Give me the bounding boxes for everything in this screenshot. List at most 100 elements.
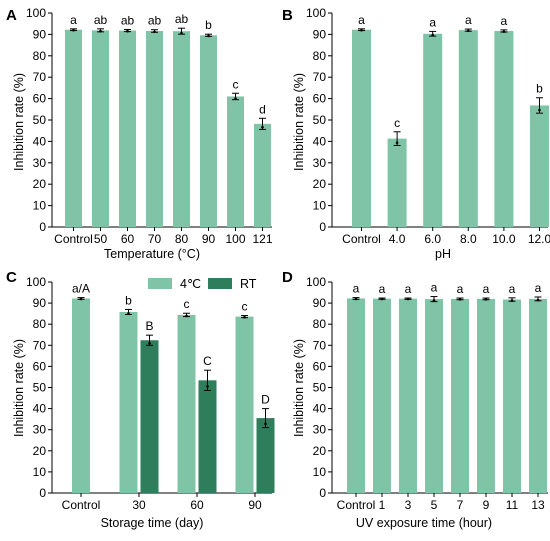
y-tick-label: 80 [313, 49, 327, 63]
panel-c-plot: 0 10 20 30 40 50 60 70 80 90 100 Control 30 60 90 a/A b c… [26, 275, 275, 512]
y-tick-label: 80 [33, 317, 47, 331]
panel-a-xlabel: Temperature (°C) [104, 247, 200, 261]
y-tick-label: 10 [33, 465, 47, 479]
y-tick-label: 40 [313, 134, 327, 148]
panel-b-xlabel: pH [435, 247, 451, 261]
significance-label: a [535, 281, 542, 295]
panel-c-ylabel: Inhibition rate (%) [12, 339, 26, 437]
x-tick-label: Control [54, 232, 93, 246]
significance-label: ab [148, 14, 162, 28]
y-tick-label: 70 [313, 338, 327, 352]
significance-label: a [379, 282, 386, 296]
y-tick-label: 0 [319, 486, 326, 500]
x-tick-label: 60 [190, 498, 204, 512]
bar [494, 30, 514, 228]
panel-a-letter: A [6, 7, 17, 24]
bar [200, 35, 217, 228]
x-tick-label: 11 [506, 498, 519, 512]
significance-label: C [203, 354, 212, 368]
significance-label: a [509, 282, 516, 296]
data-point [79, 297, 83, 301]
data-point [406, 297, 410, 301]
x-tick-label: 6.0 [424, 232, 441, 246]
bar [347, 298, 365, 493]
significance-label: D [261, 393, 270, 407]
bar [65, 29, 82, 227]
bar [399, 298, 417, 493]
y-tick-label: 100 [26, 275, 46, 289]
bar [451, 298, 469, 493]
panel-c-legend: 4℃ RT [148, 277, 257, 291]
significance-label: a [431, 281, 438, 295]
x-tick-label: Control [337, 498, 376, 512]
data-point [72, 28, 75, 32]
significance-label: a [358, 13, 365, 27]
data-point [185, 314, 188, 318]
panel-b-letter: B [282, 7, 293, 24]
data-point [536, 298, 540, 302]
significance-label: d [259, 102, 266, 116]
y-tick-label: 60 [33, 359, 47, 373]
bar [235, 316, 254, 493]
panel-a-ylabel: Inhibition rate (%) [12, 73, 26, 171]
y-tick-label: 0 [39, 220, 46, 234]
y-tick-label: 90 [313, 296, 327, 310]
significance-label: ab [94, 13, 108, 27]
data-point [243, 315, 246, 319]
x-tick-label: 7 [457, 498, 464, 512]
data-point [431, 33, 435, 37]
bar [177, 314, 196, 493]
y-tick-label: 70 [33, 338, 47, 352]
significance-label: b [125, 293, 132, 307]
significance-label: a [429, 15, 436, 29]
data-point [264, 422, 267, 426]
x-tick-label: 4.0 [389, 232, 406, 246]
y-tick-label: 40 [33, 402, 47, 416]
data-point [395, 141, 399, 145]
bar [254, 123, 271, 227]
y-tick-label: 100 [26, 6, 46, 20]
significance-label: a/A [72, 282, 90, 296]
panel-b-ylabel: Inhibition rate (%) [292, 73, 306, 171]
y-tick-label: 30 [313, 423, 327, 437]
y-tick-label: 20 [33, 177, 47, 191]
bar [227, 96, 244, 228]
data-point [261, 125, 264, 129]
significance-label: c [394, 116, 400, 130]
y-tick-label: 100 [306, 275, 326, 289]
y-tick-label: 10 [313, 465, 327, 479]
data-point [153, 30, 156, 34]
y-tick-label: 70 [313, 70, 327, 84]
bar [119, 30, 136, 227]
significance-label: a [457, 282, 464, 296]
significance-label: a [405, 282, 412, 296]
data-point [510, 299, 514, 302]
y-tick-label: 80 [33, 49, 47, 63]
x-tick-label: 60 [121, 232, 135, 246]
y-tick-label: 10 [313, 199, 327, 213]
significance-label: ab [121, 13, 135, 27]
significance-label: ab [175, 12, 189, 26]
x-tick-label: 12.0 [528, 232, 550, 246]
data-point [127, 312, 130, 315]
bar [529, 298, 547, 493]
data-point [180, 31, 183, 35]
y-tick-label: 20 [33, 444, 47, 458]
significance-label: a [483, 282, 490, 296]
data-point [502, 30, 506, 33]
data-point [458, 298, 462, 301]
y-tick-label: 90 [33, 296, 47, 310]
x-tick-label: Control [62, 498, 101, 512]
data-point [148, 341, 151, 345]
y-tick-label: 60 [313, 92, 327, 106]
data-point [206, 385, 209, 388]
legend-swatch-4c [148, 278, 172, 289]
legend-swatch-rt [208, 278, 232, 289]
bar [92, 30, 109, 227]
bar [173, 31, 190, 227]
x-tick-label: 80 [175, 232, 189, 246]
y-tick-label: 0 [319, 220, 326, 234]
x-tick-label: 50 [94, 232, 108, 246]
y-tick-label: 80 [313, 317, 327, 331]
